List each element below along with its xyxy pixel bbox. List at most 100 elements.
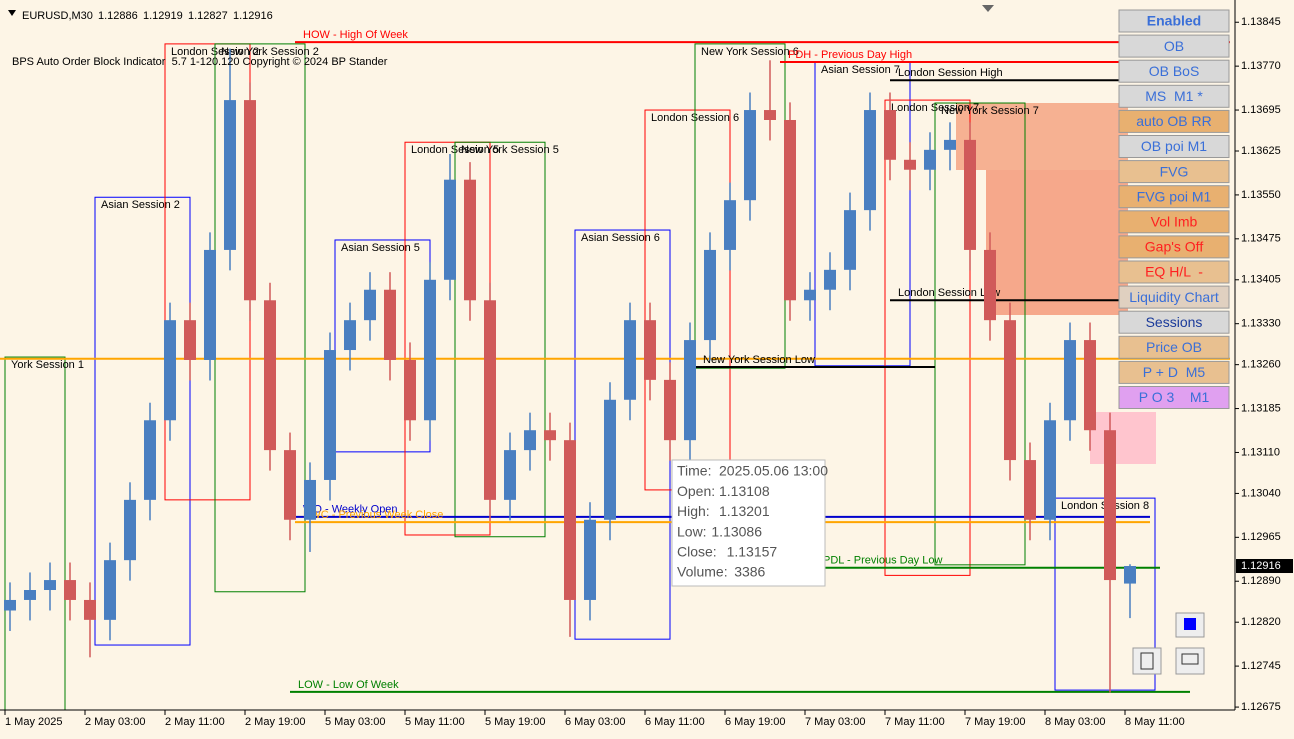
candle-body	[824, 269, 836, 290]
button-label[interactable]: OB	[1164, 38, 1184, 54]
button-label[interactable]: auto OB RR	[1136, 113, 1211, 129]
panel-button[interactable]: EQ H/L -	[1118, 260, 1230, 284]
button-face[interactable]	[1118, 360, 1230, 384]
button-face[interactable]	[1118, 310, 1230, 334]
button-face[interactable]	[1118, 34, 1230, 58]
candle-body	[784, 119, 796, 301]
panel-button[interactable]: Vol Imb	[1118, 210, 1230, 234]
session-box	[934, 102, 1026, 566]
session-label: New York Session 5	[461, 144, 559, 156]
order-block-zone	[986, 170, 1128, 315]
candle-body	[344, 320, 356, 351]
candle-body	[964, 139, 976, 250]
button-face[interactable]	[1118, 59, 1230, 83]
button-label[interactable]: FVG	[1160, 163, 1189, 179]
x-tick-label: 5 May 19:00	[485, 716, 546, 728]
button-face[interactable]	[1118, 135, 1230, 158]
button-face[interactable]	[1118, 185, 1230, 209]
button-label[interactable]: Sessions	[1146, 314, 1203, 330]
candle-body	[184, 320, 196, 360]
session-label: Asian Session 6	[581, 232, 660, 244]
x-tick-label: 2 May 11:00	[165, 716, 225, 728]
candle-body	[624, 320, 636, 400]
candle-body	[584, 519, 596, 600]
panel-button[interactable]: Liquidity Chart	[1118, 285, 1230, 309]
panel-button[interactable]: OB	[1118, 34, 1230, 58]
panel-button[interactable]: P + D M5	[1118, 360, 1230, 384]
x-tick-label: 2 May 19:00	[245, 716, 306, 728]
button-label[interactable]: OB poi M1	[1141, 138, 1207, 154]
button-face[interactable]	[1118, 260, 1230, 284]
panel-button[interactable]: MS M1 *	[1118, 84, 1230, 108]
button-label[interactable]: EQ H/L -	[1145, 264, 1203, 280]
button-label[interactable]: P O 3 M1	[1139, 389, 1210, 405]
icon-button[interactable]	[1175, 647, 1205, 675]
button-label[interactable]: FVG poi M1	[1137, 188, 1212, 204]
y-tick-label: 1.12675	[1241, 701, 1281, 713]
level-label: PWC - Previous Week Close	[303, 509, 443, 521]
header-open: 1.12886	[98, 10, 138, 22]
panel-button[interactable]: P O 3 M1	[1118, 386, 1230, 409]
menu-arrow[interactable]	[8, 10, 16, 16]
candle-body	[864, 110, 876, 211]
icon-button[interactable]	[1175, 612, 1205, 638]
panel-button[interactable]: FVG poi M1	[1118, 185, 1230, 209]
button-label[interactable]: Liquidity Chart	[1129, 289, 1219, 305]
x-tick-label: 7 May 11:00	[885, 716, 945, 728]
icon-frame[interactable]	[1175, 647, 1205, 675]
button-face[interactable]	[1118, 9, 1230, 33]
candle-body	[4, 599, 16, 611]
candle-body	[384, 289, 396, 360]
y-tick-label: 1.13185	[1241, 402, 1281, 414]
session-box	[884, 99, 971, 576]
y-tick-label: 1.13260	[1241, 359, 1281, 371]
order-block-zone	[956, 103, 1128, 170]
button-face[interactable]	[1118, 160, 1230, 184]
y-tick-label: 1.13110	[1241, 446, 1280, 458]
panel-button[interactable]: Price OB	[1118, 335, 1230, 359]
button-label[interactable]: Vol Imb	[1151, 214, 1198, 230]
candle-body	[604, 399, 616, 520]
tooltip-key: Time:	[677, 463, 711, 479]
button-label[interactable]: P + D M5	[1143, 364, 1206, 380]
session-box	[94, 196, 191, 646]
button-face[interactable]	[1118, 109, 1230, 133]
button-label[interactable]: OB BoS	[1149, 63, 1200, 79]
button-label[interactable]: Price OB	[1146, 339, 1202, 355]
x-tick-label: 6 May 11:00	[645, 716, 705, 728]
panel-button[interactable]: OB poi M1	[1118, 135, 1230, 158]
x-tick-label: 8 May 11:00	[1125, 716, 1185, 728]
icon-frame[interactable]	[1132, 647, 1162, 675]
candle-body	[44, 580, 56, 591]
candle-body	[404, 359, 416, 421]
button-label[interactable]: Enabled	[1147, 13, 1201, 29]
panel-button[interactable]: Sessions	[1118, 310, 1230, 334]
candle-body	[1124, 566, 1136, 584]
candle-body	[304, 479, 316, 520]
session-box	[454, 141, 546, 538]
panel-button[interactable]: auto OB RR	[1118, 109, 1230, 133]
button-face[interactable]	[1118, 335, 1230, 359]
button-face[interactable]	[1118, 285, 1230, 309]
button-face[interactable]	[1118, 210, 1230, 234]
candle-body	[64, 580, 76, 600]
panel-button[interactable]: FVG	[1118, 160, 1230, 184]
button-face[interactable]	[1118, 386, 1230, 409]
button-face[interactable]	[1118, 84, 1230, 108]
panel-button[interactable]: Gap's Off	[1118, 235, 1230, 259]
candle-body	[944, 139, 956, 150]
x-tick-label: 5 May 03:00	[325, 716, 386, 728]
button-label[interactable]: Gap's Off	[1145, 239, 1204, 255]
panel-button[interactable]: Enabled	[1118, 9, 1230, 33]
level-label: London Session Low	[898, 287, 1000, 299]
y-tick-label: 1.13040	[1241, 487, 1281, 499]
button-face[interactable]	[1118, 235, 1230, 259]
icon-button[interactable]	[1132, 647, 1162, 675]
button-label[interactable]: MS M1 *	[1145, 88, 1203, 104]
panel-button[interactable]: OB BoS	[1118, 59, 1230, 83]
icon	[1184, 618, 1196, 630]
candle-body	[1084, 340, 1096, 431]
